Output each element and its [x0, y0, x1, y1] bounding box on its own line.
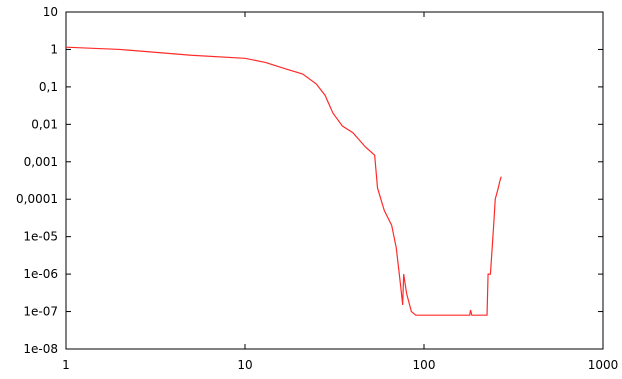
- y-tick-label: 1e-05: [23, 230, 58, 244]
- data-line: [65, 46, 502, 316]
- x-tick-label: 1000: [588, 358, 619, 372]
- plot-frame: [65, 11, 604, 350]
- y-tick-label: 0,1: [39, 80, 58, 94]
- x-tick-label: 10: [237, 358, 252, 372]
- y-tick-label: 0,0001: [16, 192, 58, 206]
- y-tick-label: 1e-08: [23, 342, 58, 356]
- x-tick-label: 100: [413, 358, 436, 372]
- y-tick-label: 10: [43, 5, 58, 19]
- y-tick-label: 1e-07: [23, 305, 58, 319]
- y-tick-label: 1e-06: [23, 267, 58, 281]
- y-tick-label: 1: [50, 42, 58, 56]
- y-tick-label: 0,01: [31, 117, 58, 131]
- x-tick-label: 1: [62, 358, 70, 372]
- y-tick-label: 0,001: [24, 155, 58, 169]
